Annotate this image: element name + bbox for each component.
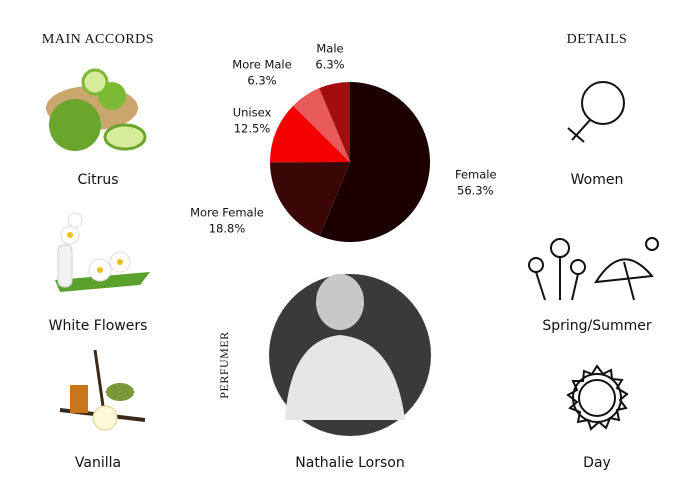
perfumer-photo [269,274,431,436]
pie-slice [270,162,350,237]
slice-name: More Male [232,58,291,72]
details-title: DETAILS [567,32,628,47]
sun-icon [566,364,629,431]
slice-name: Unisex [233,106,272,120]
pie-slice [319,82,430,242]
slice-name: More Female [190,206,264,220]
flowers-icon [55,212,150,292]
pie-slice [319,82,350,162]
pie-slice [270,105,350,163]
pie-slice [293,88,350,162]
detail-label: Spring/Summer [542,318,652,334]
accord-label: White Flowers [49,318,148,334]
perfumer-name: Nathalie Lorson [295,455,404,471]
slice-value: 18.8% [209,222,246,236]
slice-value: 6.3% [315,58,344,72]
accord-label: Citrus [77,172,118,188]
slice-value: 56.3% [457,184,494,198]
detail-label: Women [571,172,624,188]
citrus-icon [46,68,147,151]
detail-label: Day [583,455,611,471]
season-icon [528,237,659,301]
vanilla-icon [59,349,146,431]
accords-title: MAIN ACCORDS [42,32,154,47]
perfumer-label: PERFUMER [217,331,231,398]
slice-name: Male [316,42,343,56]
slice-value: 12.5% [234,122,271,136]
women-icon [567,81,625,143]
slice-value: 6.3% [247,74,276,88]
slice-name: Female [455,168,497,182]
accord-label: Vanilla [75,455,121,471]
